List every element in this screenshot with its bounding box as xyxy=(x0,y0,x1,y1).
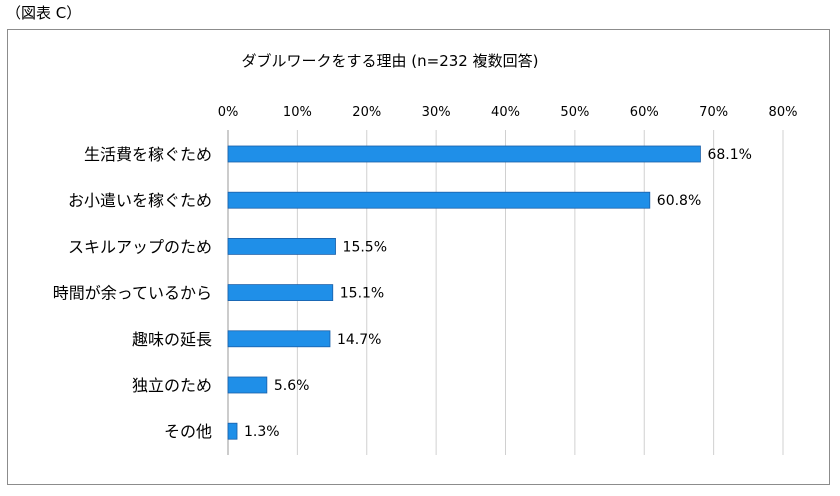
bar xyxy=(227,284,334,302)
category-label: 生活費を稼ぐため xyxy=(84,145,212,164)
data-label: 5.6% xyxy=(274,378,310,394)
x-tick-label: 40% xyxy=(491,105,520,120)
bar xyxy=(227,237,336,255)
category-label: 独立のため xyxy=(132,376,212,395)
data-label: 68.1% xyxy=(707,147,751,163)
x-tick-label: 50% xyxy=(560,105,589,120)
data-label: 15.5% xyxy=(343,239,387,255)
data-label: 60.8% xyxy=(657,193,701,209)
x-tick-label: 10% xyxy=(283,105,312,120)
x-tick-label: 0% xyxy=(218,105,239,120)
chart-title: ダブルワークをする理由 (n=232 複数回答) xyxy=(242,52,539,70)
data-label: 14.7% xyxy=(337,332,381,348)
data-label: 1.3% xyxy=(244,424,280,440)
chart-frame xyxy=(7,29,830,485)
bar xyxy=(227,191,651,209)
x-tick-label: 20% xyxy=(352,105,381,120)
x-tick-label: 70% xyxy=(699,105,728,120)
x-tick-label: 80% xyxy=(769,105,798,120)
category-label: お小遣いを稼ぐため xyxy=(68,191,212,210)
bar xyxy=(227,422,238,440)
category-label: 趣味の延長 xyxy=(132,330,212,349)
bar xyxy=(227,330,331,348)
bar xyxy=(227,145,701,163)
x-tick-label: 30% xyxy=(422,105,451,120)
bar xyxy=(227,376,268,394)
data-label: 15.1% xyxy=(340,286,384,302)
figure-label: （図表 C） xyxy=(6,4,82,22)
category-label: その他 xyxy=(164,422,212,441)
x-tick-label: 60% xyxy=(630,105,659,120)
category-label: 時間が余っているから xyxy=(53,284,212,303)
category-label: スキルアップのため xyxy=(68,237,212,256)
